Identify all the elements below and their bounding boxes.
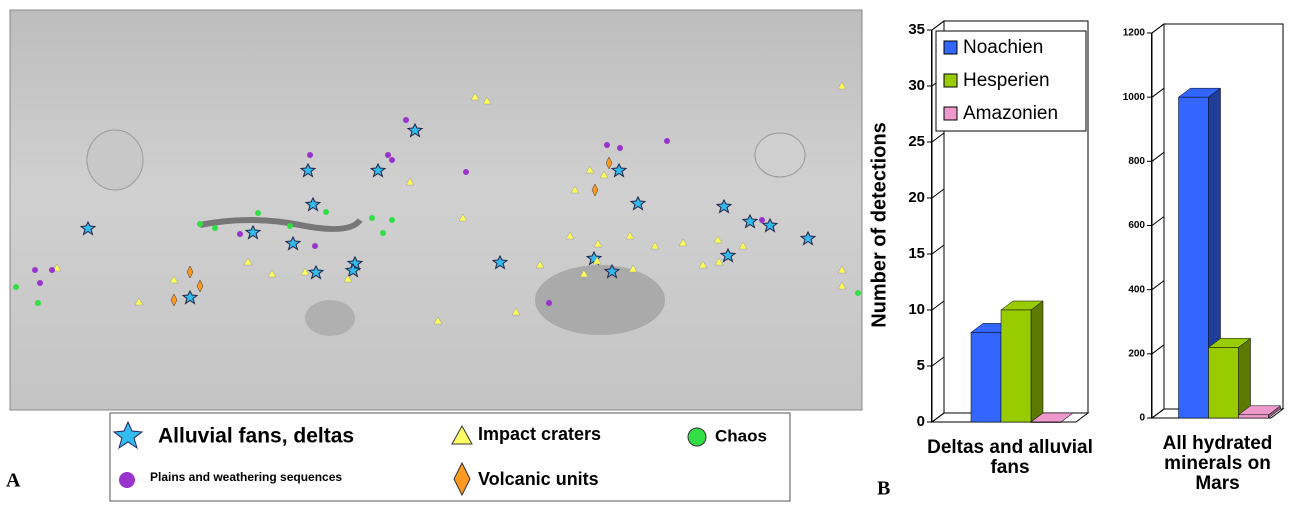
bar-side bbox=[1031, 301, 1043, 422]
basin bbox=[305, 300, 355, 336]
y-tick-label: 0 bbox=[1139, 413, 1145, 424]
map-marker-plains bbox=[49, 267, 55, 273]
bar bbox=[1179, 97, 1209, 418]
x-category-label: All hydrated minerals on Mars bbox=[1140, 434, 1294, 494]
map-marker-plains bbox=[32, 267, 38, 273]
map-marker-plains bbox=[617, 145, 623, 151]
map-marker-chaos bbox=[369, 215, 375, 221]
panel-label: A bbox=[6, 470, 21, 492]
map-marker-chaos bbox=[255, 210, 261, 216]
bar bbox=[1001, 310, 1031, 422]
map-marker-plains bbox=[312, 243, 318, 249]
map-marker-chaos bbox=[389, 217, 395, 223]
panel-label: B bbox=[877, 478, 890, 500]
bar bbox=[1209, 347, 1239, 418]
y-tick-label: 200 bbox=[1128, 348, 1145, 359]
map-marker-plains bbox=[759, 217, 765, 223]
legend-label: Amazonien bbox=[963, 103, 1058, 124]
map-marker-chaos bbox=[323, 209, 329, 215]
y-tick-label: 0 bbox=[917, 413, 925, 430]
map-marker-plains bbox=[546, 300, 552, 306]
map-marker-plains bbox=[385, 152, 391, 158]
map-marker-chaos bbox=[212, 225, 218, 231]
legend-label: Volcanic units bbox=[478, 469, 599, 489]
map-marker-plains bbox=[37, 280, 43, 286]
map-marker-plains bbox=[463, 169, 469, 175]
y-tick-label: 1200 bbox=[1123, 28, 1146, 39]
map-marker-chaos bbox=[287, 223, 293, 229]
legend-label: Plains and weathering sequences bbox=[150, 470, 342, 484]
legend-circle bbox=[688, 428, 706, 446]
y-tick-label: 15 bbox=[908, 245, 925, 262]
y-axis-label: Number of detections bbox=[868, 122, 890, 328]
figure-canvas: Alluvial fans, deltas Impact craters Cha… bbox=[0, 0, 1294, 506]
y-tick-label: 10 bbox=[908, 301, 925, 318]
map-marker-chaos bbox=[380, 230, 386, 236]
bar bbox=[1031, 422, 1061, 423]
map-marker-chaos bbox=[13, 284, 19, 290]
basin bbox=[535, 265, 665, 335]
y-tick-label: 5 bbox=[917, 357, 925, 374]
legend-label: Chaos bbox=[715, 426, 767, 445]
legend-label: Impact craters bbox=[478, 424, 601, 444]
bar bbox=[1239, 415, 1269, 418]
legend-swatch bbox=[944, 74, 957, 87]
y-tick-label: 800 bbox=[1128, 156, 1145, 167]
y-tick-label: 35 bbox=[908, 21, 925, 38]
legend-label: Hesperien bbox=[963, 70, 1050, 91]
map-marker-plains bbox=[664, 138, 670, 144]
map-marker-plains bbox=[389, 157, 395, 163]
figure: Alluvial fans, deltas Impact craters Cha… bbox=[0, 0, 1294, 506]
legend-circle bbox=[119, 472, 135, 488]
map-marker-chaos bbox=[855, 290, 861, 296]
volcano bbox=[755, 133, 805, 177]
y-tick-label: 30 bbox=[908, 77, 925, 94]
legend-label: Noachien bbox=[963, 37, 1043, 58]
legend-swatch bbox=[944, 107, 957, 120]
x-category-label: Deltas and alluvial fans bbox=[920, 438, 1100, 478]
map-marker-plains bbox=[237, 231, 243, 237]
bar-side bbox=[1239, 338, 1251, 418]
legend-label: Alluvial fans, deltas bbox=[158, 425, 354, 448]
map-marker-chaos bbox=[197, 221, 203, 227]
map-marker-plains bbox=[307, 152, 313, 158]
map-marker-plains bbox=[604, 142, 610, 148]
y-tick-label: 400 bbox=[1128, 284, 1145, 295]
y-tick-label: 600 bbox=[1128, 220, 1145, 231]
bar bbox=[971, 332, 1001, 422]
y-tick-label: 25 bbox=[908, 133, 925, 150]
volcano bbox=[87, 130, 143, 190]
mars-map bbox=[10, 10, 862, 410]
map-marker-plains bbox=[403, 117, 409, 123]
y-tick-label: 1000 bbox=[1123, 92, 1146, 103]
y-tick-label: 20 bbox=[908, 189, 925, 206]
map-marker-chaos bbox=[35, 300, 41, 306]
legend-swatch bbox=[944, 41, 957, 54]
map-background bbox=[10, 10, 862, 410]
